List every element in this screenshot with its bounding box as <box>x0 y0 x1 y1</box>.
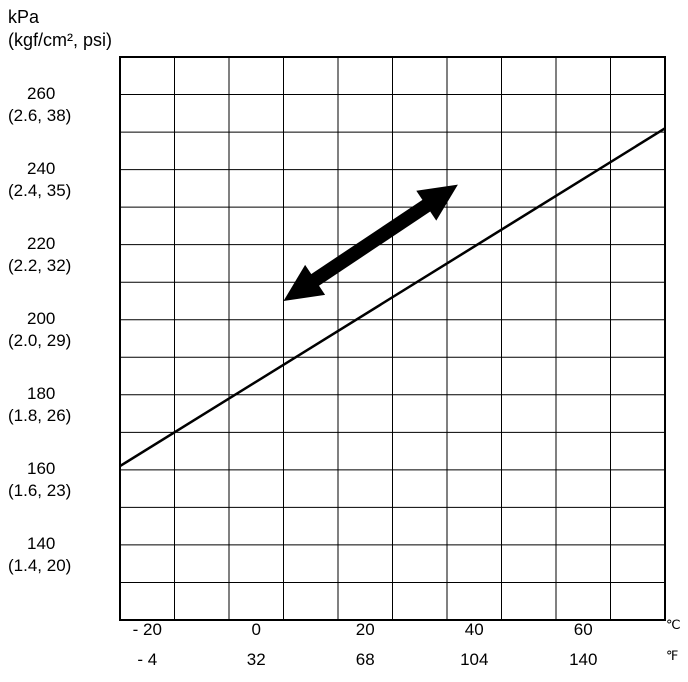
y-tick-kpa-value: 240 <box>27 158 56 178</box>
y-tick-label: 220 (2.2, 32) <box>8 233 118 277</box>
x-tick-label-fahrenheit: 104 <box>460 650 489 669</box>
x-tick-label-fahrenheit: - 4 <box>137 650 158 669</box>
x-tick-label-celsius: 40 <box>464 620 484 639</box>
y-axis-unit-kpa: kPa <box>8 7 40 27</box>
data-line <box>119 127 666 468</box>
double-arrow-shaft <box>303 194 439 291</box>
double-arrow-head-icon <box>416 184 458 221</box>
x-tick-label-celsius: - 20 <box>132 620 162 639</box>
y-tick-kpa-value: 180 <box>27 383 56 403</box>
y-tick-kpa-value: 140 <box>27 533 56 553</box>
y-tick-kgf-psi-value: (1.4, 20) <box>8 555 72 575</box>
y-axis-unit-secondary: (kgf/cm², psi) <box>8 30 113 50</box>
y-tick-label: 240 (2.4, 35) <box>8 158 118 202</box>
y-axis-unit-label: kPa (kgf/cm², psi) <box>8 6 112 52</box>
y-tick-kpa-value: 260 <box>27 83 56 103</box>
plot-border <box>119 56 666 621</box>
y-tick-label: 160 (1.6, 23) <box>8 458 118 502</box>
y-tick-kgf-psi-value: (1.6, 23) <box>8 480 72 500</box>
y-tick-label: 200 (2.0, 29) <box>8 308 118 352</box>
x-axis-unit-fahrenheit: ℉ <box>666 648 679 663</box>
x-tick-label-celsius: 0 <box>251 620 261 639</box>
y-tick-kgf-psi-value: (2.6, 38) <box>8 105 72 125</box>
y-tick-label: 180 (1.8, 26) <box>8 383 118 427</box>
x-axis-unit-celsius: ℃ <box>666 617 681 632</box>
y-tick-kpa-value: 220 <box>27 233 56 253</box>
y-tick-label: 260 (2.6, 38) <box>8 83 118 127</box>
y-tick-kgf-psi-value: (2.2, 32) <box>8 255 72 275</box>
x-tick-label-celsius: 60 <box>573 620 593 639</box>
y-tick-label: 140 (1.4, 20) <box>8 533 118 577</box>
x-tick-label-celsius: 20 <box>355 620 375 639</box>
y-tick-kgf-psi-value: (2.0, 29) <box>8 330 72 350</box>
y-tick-kgf-psi-value: (2.4, 35) <box>8 180 72 200</box>
x-tick-label-fahrenheit: 68 <box>355 650 375 669</box>
y-tick-kpa-value: 160 <box>27 458 56 478</box>
x-tick-label-fahrenheit: 140 <box>569 650 598 669</box>
y-tick-kpa-value: 200 <box>27 308 56 328</box>
y-tick-kgf-psi-value: (1.8, 26) <box>8 405 72 425</box>
x-tick-label-fahrenheit: 32 <box>246 650 266 669</box>
double-arrow-head-icon <box>283 264 326 301</box>
